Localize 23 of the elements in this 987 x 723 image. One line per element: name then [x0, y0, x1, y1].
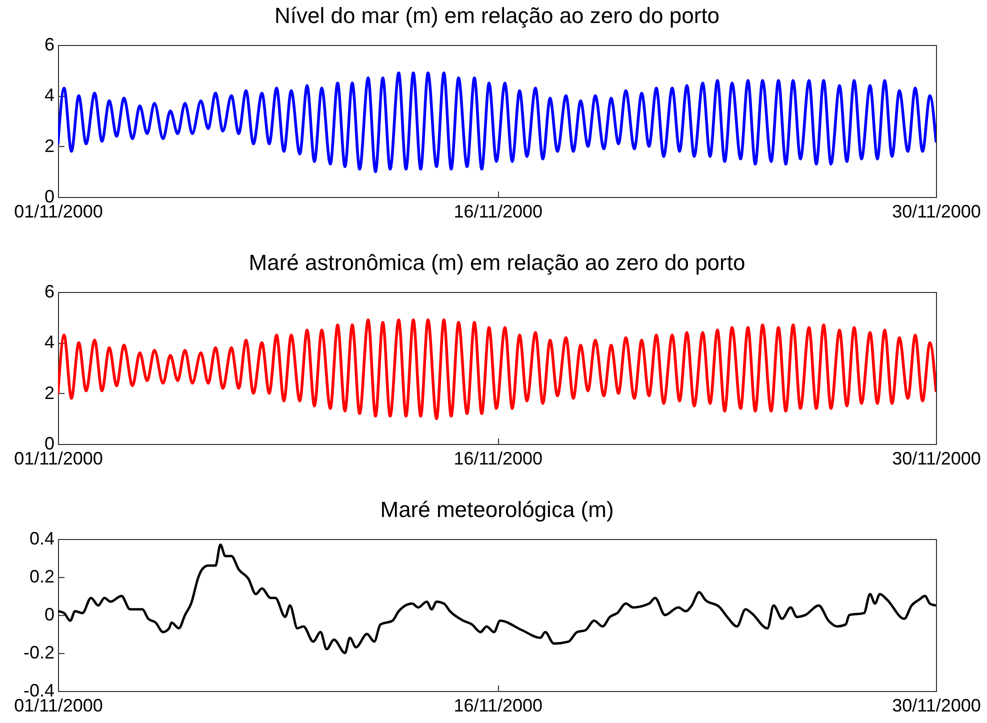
- y-tick-label: 0: [44, 604, 54, 624]
- y-tick-label: 2: [44, 136, 54, 156]
- line-series: [58, 71, 936, 174]
- x-tick-label: 16/11/2000: [454, 696, 542, 716]
- y-tick-label: 0.2: [29, 566, 54, 586]
- x-tick-label: 16/11/2000: [454, 202, 542, 222]
- y-tick-label: 0.4: [29, 528, 54, 548]
- y-tick-label: 6: [44, 282, 54, 302]
- y-tick-label: 2: [44, 382, 54, 403]
- chart-title: Maré meteorológica (m): [380, 497, 614, 522]
- x-tick-label: 30/11/2000: [892, 202, 981, 222]
- y-tick-label: 4: [44, 332, 54, 352]
- chart-title: Maré astronômica (m) em relação ao zero do porto: [248, 250, 746, 275]
- line-series: [58, 318, 936, 420]
- x-tick-label: 01/11/2000: [14, 696, 103, 716]
- chart-title: Nível do mar (m) em relação ao zero do porto: [274, 3, 720, 28]
- y-tick-label: 6: [44, 34, 54, 54]
- x-tick-label: 30/11/2000: [892, 696, 981, 716]
- y-tick-label: -0.2: [23, 642, 54, 662]
- line-series: [58, 544, 936, 654]
- x-tick-label: 16/11/2000: [454, 448, 542, 468]
- x-tick-label: 30/11/2000: [892, 448, 981, 468]
- y-tick-label: 4: [44, 85, 54, 106]
